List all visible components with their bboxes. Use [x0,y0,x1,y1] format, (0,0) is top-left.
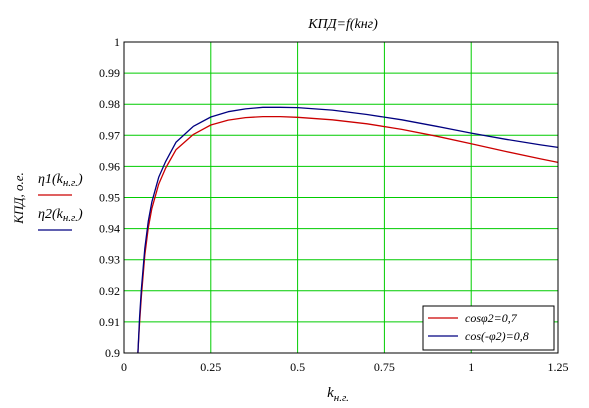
series-line-2 [137,106,559,354]
x-tick-labels: 0 0.25 0.5 0.75 1 1.25 [121,360,569,374]
y-tick-label: 0.98 [99,97,120,111]
y-axis-label: КПД, о.е. [11,172,26,225]
y-trace-label-2-text: η2(kн.г.) [38,207,83,224]
chart-title: КПД=f(kнг) [307,17,378,32]
y-tick-label: 0.94 [99,222,120,236]
x-tick-label: 1.25 [548,360,569,374]
y-tick-label: 0.99 [99,66,120,80]
legend-box [422,305,555,351]
x-axis-label-sub: н.г. [334,392,349,404]
x-axis-label-main: k [327,385,334,401]
y-tick-label: 0.95 [99,191,120,205]
y-tick-label: 0.91 [99,315,120,329]
x-axis-label: kн.г. [327,385,349,404]
y-tick-label: 0.97 [99,128,120,142]
plot-frame [123,41,559,354]
y-tick-label: 0.96 [99,159,120,173]
legend: cosφ2=0,7 cos(-φ2)=0,8 [422,305,555,351]
y-tick-label: 1 [114,35,120,49]
x-tick-label: 1 [468,360,474,374]
x-tick-label: 0.5 [290,360,305,374]
x-tick-label: 0.25 [200,360,221,374]
grid [123,41,559,354]
series-layer [137,106,559,354]
x-tick-label: 0 [121,360,127,374]
y-tick-label: 0.93 [99,253,120,267]
legend-label-2: cos(-φ2)=0,8 [465,329,529,343]
legend-label-1: cosφ2=0,7 [465,311,518,325]
y-trace-label-1: η1(kн.г.) [38,172,83,196]
series-line-1 [137,115,559,354]
x-tick-label: 0.75 [374,360,395,374]
y-tick-labels: 0.9 0.91 0.92 0.93 0.94 0.95 0.96 0.97 0.98 0.99 1 [99,35,120,360]
y-trace-label-2: η2(kн.г.) [38,207,83,231]
y-trace-label-1-text: η1(kн.г.) [38,172,83,189]
y-tick-label: 0.92 [99,284,120,298]
y-tick-label: 0.9 [105,346,120,360]
